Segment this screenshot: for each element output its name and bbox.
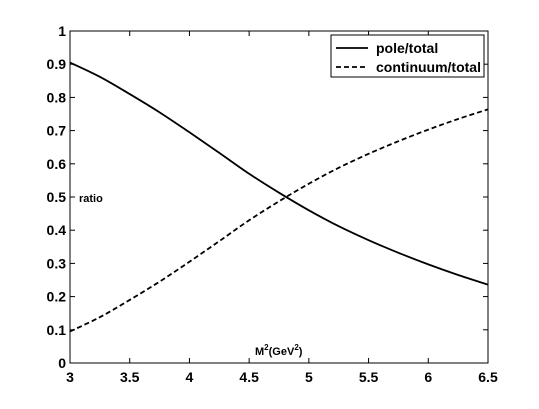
x-tick-label: 3.5 (120, 369, 140, 385)
x-axis-label-sup2: 2 (294, 343, 299, 352)
y-tick-label: 0.4 (47, 222, 67, 238)
x-axis-label-end: ) (299, 346, 303, 358)
y-axis-label: ratio (79, 193, 103, 205)
x-axis-label-mid: (GeV (269, 346, 295, 358)
x-tick-label: 4 (186, 369, 194, 385)
x-tick-label: 5.5 (359, 369, 379, 385)
y-tick-label: 0.1 (47, 322, 67, 338)
plot-area (69, 30, 489, 364)
x-axis-label: M2(GeV2) (255, 343, 303, 358)
x-tick-label: 3 (66, 369, 74, 385)
y-tick-label: 0.8 (47, 89, 67, 105)
legend-label-pole-total: pole/total (376, 40, 438, 56)
x-axis-label-sup1: 2 (264, 343, 269, 352)
y-tick-label: 0.7 (47, 123, 67, 139)
x-tick-label: 6.5 (478, 369, 498, 385)
y-tick-label: 0.3 (47, 255, 67, 271)
y-tick-label: 0.6 (47, 156, 67, 172)
series-line-pole-total (69, 61, 489, 286)
legend-label-continuum-total: continuum/total (376, 59, 481, 75)
y-tick-label: 0 (58, 355, 66, 371)
y-tick-label: 1 (58, 23, 66, 39)
x-tick-labels: 3 3.5 4 4.5 5 5.5 6 6.5 (66, 369, 498, 385)
y-tick-label: 0.5 (47, 189, 67, 205)
series-lines (69, 61, 489, 333)
y-tick-label: 0.2 (47, 289, 67, 305)
x-tick-label: 5 (305, 369, 313, 385)
legend-box (330, 34, 485, 78)
y-tick-labels: 0 0.1 0.2 0.3 0.4 0.5 0.6 0.7 0.8 0.9 1 (47, 23, 67, 371)
series-line-continuum-total (69, 108, 489, 333)
x-tick-label: 6 (424, 369, 432, 385)
x-tick-label: 4.5 (239, 369, 259, 385)
y-tick-label: 0.9 (47, 56, 67, 72)
legend: pole/total continuum/total (330, 34, 485, 78)
x-axis-label-base: M (255, 346, 264, 358)
